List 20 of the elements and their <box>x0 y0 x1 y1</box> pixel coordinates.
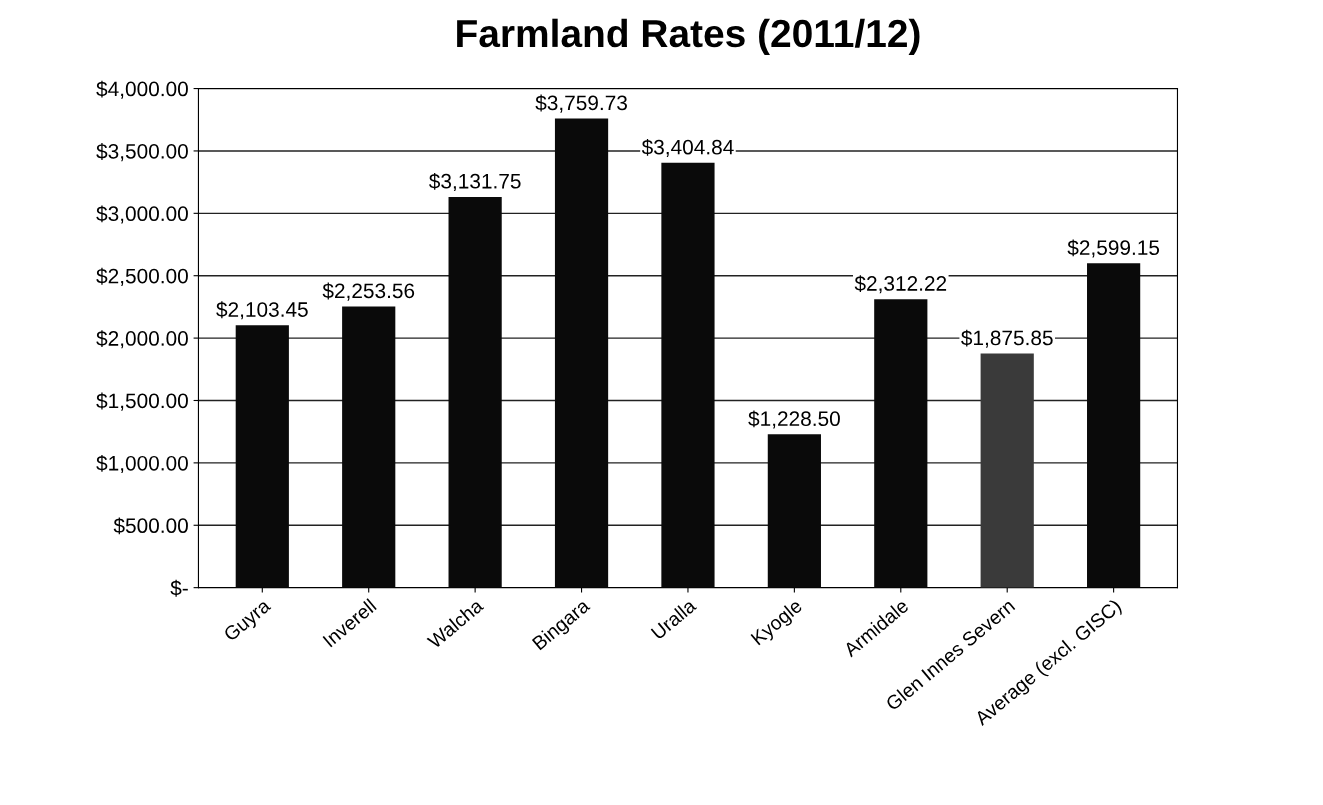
y-tick-label: $2,000.00 <box>96 330 188 349</box>
data-label: $3,404.84 <box>641 138 734 157</box>
data-label: $1,228.50 <box>748 410 840 429</box>
chart-title: Farmland Rates (2011/12) <box>457 18 920 55</box>
y-tick-label: $- <box>170 579 188 597</box>
y-tick-label: $1,500.00 <box>96 392 188 411</box>
y-tick-label: $1,000.00 <box>96 455 188 474</box>
data-label: $2,599.15 <box>1067 239 1160 258</box>
data-label: $2,103.45 <box>216 301 308 320</box>
data-label: $1,875.85 <box>961 329 1053 348</box>
y-tick-label: $4,000.00 <box>96 80 188 99</box>
y-tick-label: $3,500.00 <box>96 143 188 162</box>
y-tick-label: $2,500.00 <box>96 267 188 286</box>
data-label: $3,759.73 <box>535 94 627 113</box>
data-label: $2,253.56 <box>322 282 415 301</box>
data-label: $2,312.22 <box>854 275 947 294</box>
y-tick-label: $500.00 <box>113 517 188 535</box>
data-label: $3,131.75 <box>429 172 521 192</box>
bar <box>980 353 1034 588</box>
y-tick-label: $3,000.00 <box>96 205 188 224</box>
